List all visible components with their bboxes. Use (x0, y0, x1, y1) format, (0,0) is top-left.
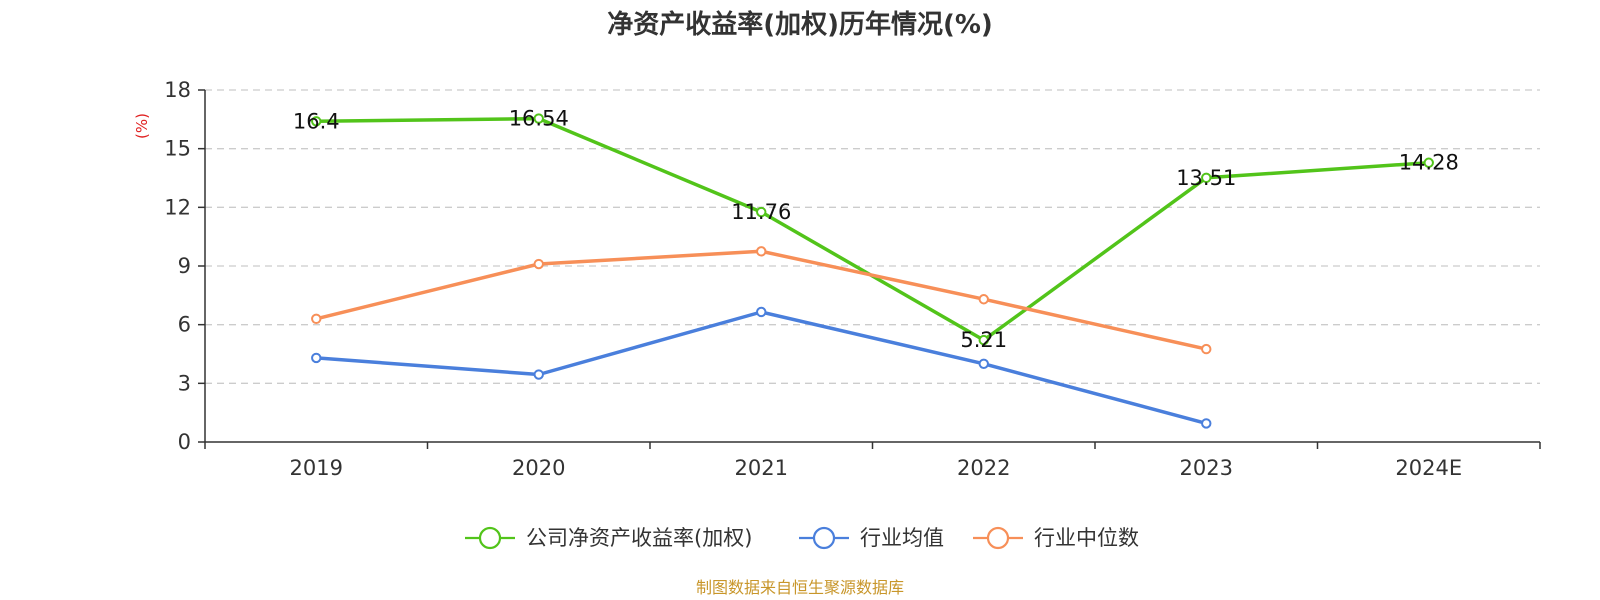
data-point[interactable] (978, 358, 989, 369)
data-point[interactable] (756, 206, 767, 218)
data-point[interactable] (978, 294, 989, 305)
data-point[interactable] (1423, 157, 1434, 168)
legend-label: 行业均值 (860, 526, 944, 550)
data-point[interactable] (311, 352, 322, 364)
series-line (314, 116, 1431, 342)
x-tick-label: 2021 (735, 456, 788, 480)
legend-circle-icon (986, 526, 1010, 550)
x-tick-label: 2020 (512, 456, 565, 480)
y-tick-label: 6 (178, 313, 191, 337)
x-tick-label: 2024E (1395, 456, 1462, 480)
data-point[interactable] (1201, 172, 1212, 184)
data-point[interactable] (533, 369, 544, 380)
data-point[interactable] (978, 334, 989, 346)
axes: 0 3 6 9 12 15 18 2019 2020 2021 2022 2023 2024E (164, 78, 1541, 480)
grid-lines (205, 89, 1540, 384)
data-label: 16.54 (509, 107, 569, 131)
y-tick-label: 3 (178, 371, 191, 395)
data-label: 11.76 (731, 200, 791, 224)
x-tick-label: 2023 (1180, 456, 1233, 480)
data-point[interactable] (1201, 343, 1212, 355)
legend-item-2[interactable]: 行业中位数 (973, 526, 1139, 550)
y-tick-label: 12 (164, 195, 191, 219)
legend-label: 行业中位数 (1034, 526, 1139, 550)
data-point[interactable] (756, 306, 767, 318)
legend-item-0[interactable]: 公司净资产收益率(加权) (465, 526, 752, 550)
data-label: 14.28 (1399, 151, 1459, 175)
data-point[interactable] (311, 116, 322, 127)
data-labels: 16.4 16.54 11.76 5.21 13.51 14.28 (293, 107, 1459, 353)
data-label: 16.4 (293, 109, 340, 133)
series-1 (311, 306, 1212, 429)
series-2 (311, 246, 1212, 355)
x-tick-label: 2019 (290, 456, 343, 480)
y-tick-label: 9 (178, 254, 191, 278)
data-label: 13.51 (1176, 166, 1236, 190)
series-line (314, 310, 1209, 426)
y-tick-label: 15 (164, 137, 191, 161)
x-tick-label: 2022 (957, 456, 1010, 480)
legend: 公司净资产收益率(加权) 行业均值 行业中位数 (465, 526, 1139, 550)
source-note: 制图数据来自恒生聚源数据库 (696, 578, 904, 597)
data-point[interactable] (533, 113, 544, 124)
data-label: 5.21 (960, 328, 1007, 352)
chart-title: 净资产收益率(加权)历年情况(%) (607, 9, 993, 40)
y-tick-label: 0 (178, 430, 191, 454)
data-point[interactable] (533, 258, 544, 270)
y-tick-label: 18 (164, 78, 191, 102)
legend-label: 公司净资产收益率(加权) (526, 526, 752, 550)
legend-circle-icon (812, 526, 836, 550)
legend-circle-icon (478, 526, 502, 550)
legend-item-1[interactable]: 行业均值 (799, 526, 944, 550)
data-point[interactable] (311, 313, 322, 324)
data-point[interactable] (756, 246, 767, 257)
series-lines (311, 113, 1434, 429)
data-point[interactable] (1201, 418, 1212, 429)
y-axis-unit-label: (%) (133, 113, 151, 139)
